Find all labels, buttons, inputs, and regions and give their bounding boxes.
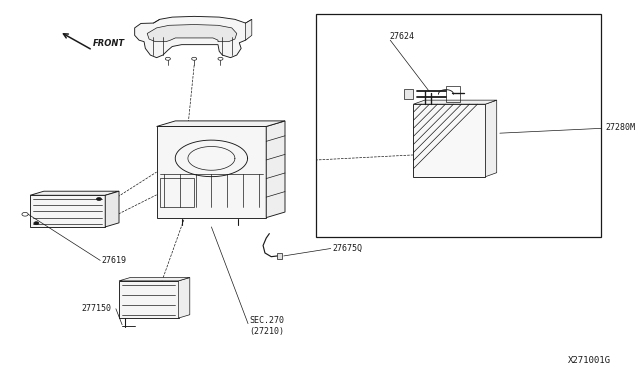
Polygon shape: [413, 104, 485, 177]
Polygon shape: [266, 121, 285, 218]
Polygon shape: [30, 191, 119, 195]
Text: 277150: 277150: [81, 304, 111, 312]
Polygon shape: [278, 253, 282, 259]
Polygon shape: [30, 195, 105, 227]
Text: X271001G: X271001G: [568, 356, 611, 365]
Bar: [316, 14, 602, 237]
Polygon shape: [413, 100, 497, 104]
Polygon shape: [119, 281, 179, 318]
Text: 27619: 27619: [102, 256, 127, 265]
Polygon shape: [485, 100, 497, 177]
Polygon shape: [179, 278, 190, 318]
Polygon shape: [105, 191, 119, 227]
Text: (27210): (27210): [250, 327, 284, 336]
Polygon shape: [157, 126, 266, 218]
Text: 27675Q: 27675Q: [332, 244, 362, 253]
Polygon shape: [134, 16, 250, 58]
Text: SEC.270: SEC.270: [250, 316, 284, 325]
Polygon shape: [246, 19, 252, 40]
Polygon shape: [157, 121, 285, 126]
Polygon shape: [404, 89, 413, 99]
Polygon shape: [147, 25, 237, 42]
Text: 27624: 27624: [390, 32, 415, 41]
Polygon shape: [119, 278, 190, 281]
Text: FRONT: FRONT: [93, 39, 125, 48]
Circle shape: [34, 222, 39, 225]
Circle shape: [97, 198, 102, 201]
Text: 27280M: 27280M: [605, 123, 636, 132]
